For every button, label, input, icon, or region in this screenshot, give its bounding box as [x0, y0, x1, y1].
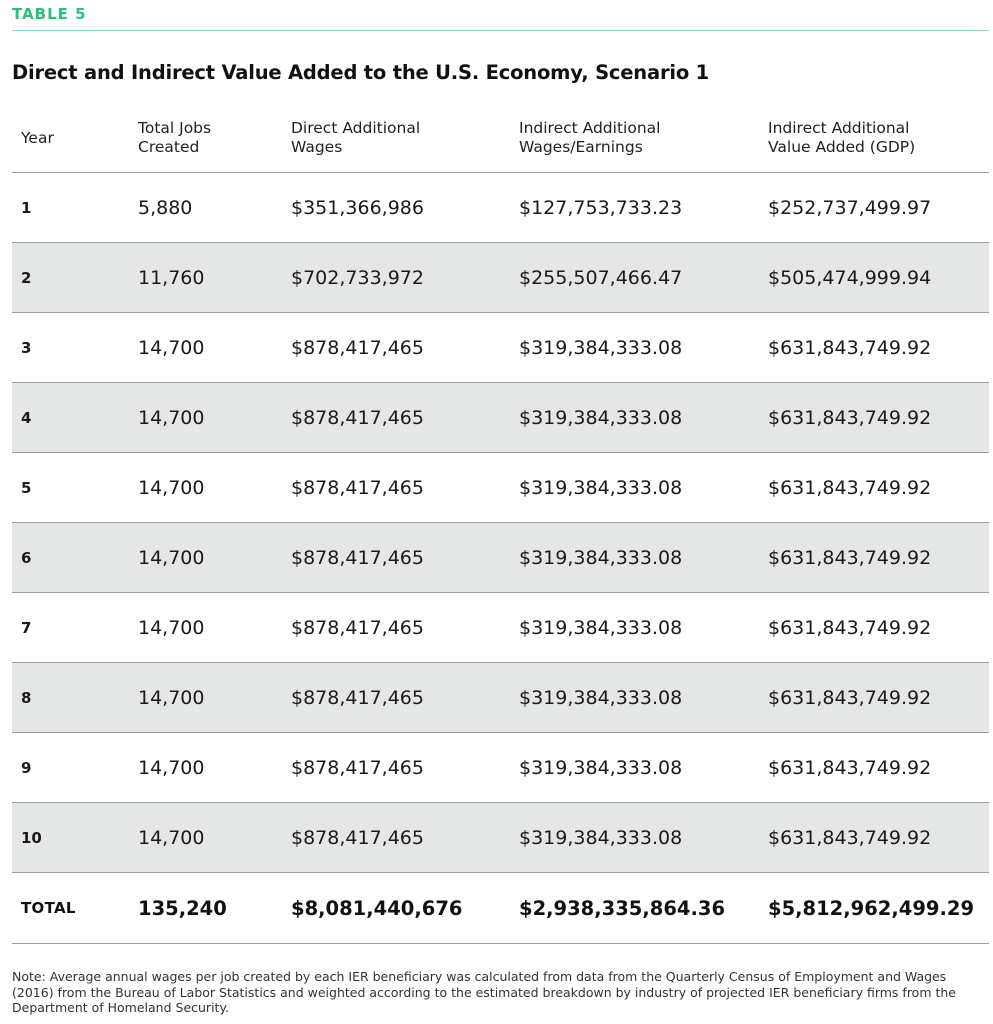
header-total-jobs: Total Jobs Created — [129, 104, 282, 173]
table-row: 7 14,700 $878,417,465 $319,384,333.08 $631,8… — [12, 592, 989, 663]
cell-indirect-wages: $127,753,733.23 — [510, 172, 759, 243]
cell-indirect-value-added: $631,843,749.92 — [759, 802, 989, 873]
total-direct-wages: $8,081,440,676 — [282, 872, 510, 944]
cell-direct-wages: $351,366,986 — [282, 172, 510, 243]
cell-total-jobs: 14,700 — [129, 592, 282, 663]
cell-indirect-wages: $319,384,333.08 — [510, 662, 759, 733]
cell-year: 3 — [12, 312, 129, 383]
table-row: 8 14,700 $878,417,465 $319,384,333.08 $631,8… — [12, 662, 989, 733]
cell-indirect-value-added: $631,843,749.92 — [759, 382, 989, 453]
table-row: 10 14,700 $878,417,465 $319,384,333.08 $631,… — [12, 802, 989, 873]
data-table-container: Year Total Jobs Created Direct Additional… — [12, 104, 989, 944]
cell-direct-wages: $878,417,465 — [282, 312, 510, 383]
total-row: TOTAL 135,240 $8,081,440,676 $2,938,335,864… — [12, 872, 989, 944]
cell-direct-wages: $878,417,465 — [282, 662, 510, 733]
cell-total-jobs: 14,700 — [129, 522, 282, 593]
cell-total-jobs: 5,880 — [129, 172, 282, 243]
cell-direct-wages: $878,417,465 — [282, 802, 510, 873]
table-body: 1 5,880 $351,366,986 $127,753,733.23 $252,73… — [12, 172, 989, 944]
table-row: 2 11,760 $702,733,972 $255,507,466.47 $505,4… — [12, 242, 989, 313]
cell-indirect-wages: $319,384,333.08 — [510, 522, 759, 593]
table-title: Direct and Indirect Value Added to the U… — [12, 61, 710, 84]
table-row: 6 14,700 $878,417,465 $319,384,333.08 $631,8… — [12, 522, 989, 593]
cell-year: 5 — [12, 452, 129, 523]
cell-direct-wages: $878,417,465 — [282, 732, 510, 803]
cell-indirect-wages: $255,507,466.47 — [510, 242, 759, 313]
header-direct-wages: Direct Additional Wages — [282, 104, 510, 173]
cell-year: 2 — [12, 242, 129, 313]
cell-direct-wages: $878,417,465 — [282, 452, 510, 523]
cell-indirect-value-added: $631,843,749.92 — [759, 732, 989, 803]
cell-indirect-wages: $319,384,333.08 — [510, 312, 759, 383]
table-header: Year Total Jobs Created Direct Additional… — [12, 104, 989, 173]
cell-indirect-value-added: $631,843,749.92 — [759, 662, 989, 733]
table-row: 1 5,880 $351,366,986 $127,753,733.23 $252,73… — [12, 172, 989, 243]
cell-total-jobs: 11,760 — [129, 242, 282, 313]
cell-direct-wages: $878,417,465 — [282, 382, 510, 453]
cell-total-jobs: 14,700 — [129, 662, 282, 733]
data-table: Year Total Jobs Created Direct Additional… — [12, 104, 989, 944]
cell-indirect-value-added: $631,843,749.92 — [759, 522, 989, 593]
cell-indirect-value-added: $505,474,999.94 — [759, 242, 989, 313]
total-indirect-value-added: $5,812,962,499.29 — [759, 872, 989, 944]
cell-indirect-wages: $319,384,333.08 — [510, 382, 759, 453]
cell-indirect-wages: $319,384,333.08 — [510, 802, 759, 873]
cell-direct-wages: $702,733,972 — [282, 242, 510, 313]
cell-indirect-wages: $319,384,333.08 — [510, 452, 759, 523]
cell-indirect-value-added: $252,737,499.97 — [759, 172, 989, 243]
footnote: Note: Average annual wages per job creat… — [12, 969, 956, 1016]
cell-direct-wages: $878,417,465 — [282, 592, 510, 663]
header-year: Year — [12, 104, 129, 173]
cell-year: 1 — [12, 172, 129, 243]
table-row: 9 14,700 $878,417,465 $319,384,333.08 $631,8… — [12, 732, 989, 803]
header-indirect-wages: Indirect Additional Wages/Earnings — [510, 104, 759, 173]
cell-total-jobs: 14,700 — [129, 382, 282, 453]
cell-indirect-wages: $319,384,333.08 — [510, 732, 759, 803]
top-divider — [12, 30, 989, 31]
cell-indirect-value-added: $631,843,749.92 — [759, 312, 989, 383]
cell-total-jobs: 14,700 — [129, 452, 282, 523]
cell-year: 4 — [12, 382, 129, 453]
cell-year: 6 — [12, 522, 129, 593]
cell-total-jobs: 14,700 — [129, 312, 282, 383]
total-indirect-wages: $2,938,335,864.36 — [510, 872, 759, 944]
table-row: 3 14,700 $878,417,465 $319,384,333.08 $631,8… — [12, 312, 989, 383]
cell-total-jobs: 14,700 — [129, 802, 282, 873]
table-row: 5 14,700 $878,417,465 $319,384,333.08 $631,8… — [12, 452, 989, 523]
table-number-label: TABLE 5 — [12, 5, 87, 23]
cell-indirect-wages: $319,384,333.08 — [510, 592, 759, 663]
cell-direct-wages: $878,417,465 — [282, 522, 510, 593]
cell-year: 9 — [12, 732, 129, 803]
cell-year: 8 — [12, 662, 129, 733]
cell-year: 10 — [12, 802, 129, 873]
total-year: TOTAL — [12, 872, 129, 944]
cell-total-jobs: 14,700 — [129, 732, 282, 803]
cell-indirect-value-added: $631,843,749.92 — [759, 452, 989, 523]
header-row: Year Total Jobs Created Direct Additional… — [12, 104, 989, 173]
cell-indirect-value-added: $631,843,749.92 — [759, 592, 989, 663]
cell-year: 7 — [12, 592, 129, 663]
total-total-jobs: 135,240 — [129, 872, 282, 944]
table-row: 4 14,700 $878,417,465 $319,384,333.08 $631,8… — [12, 382, 989, 453]
header-indirect-value-added: Indirect Additional Value Added (GDP) — [759, 104, 989, 173]
